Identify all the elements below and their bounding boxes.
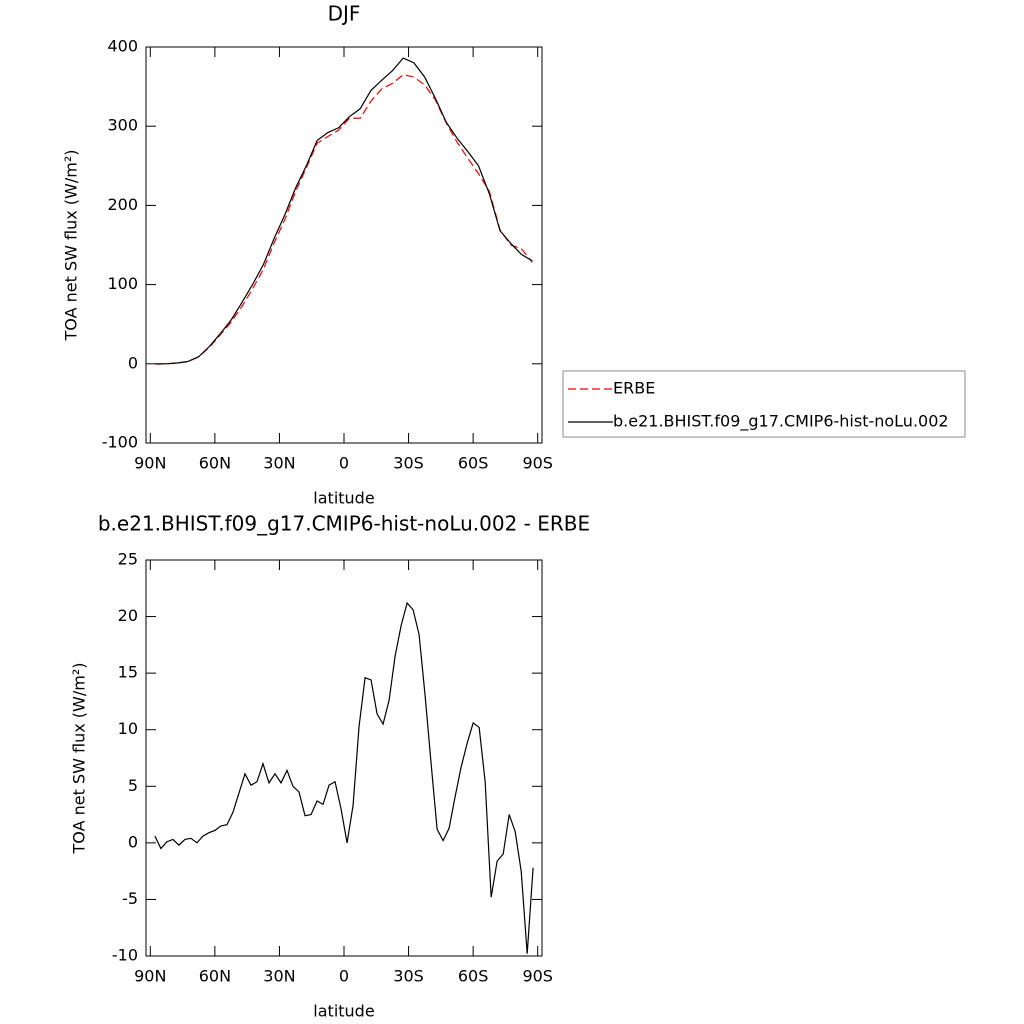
plot-frame xyxy=(145,559,543,957)
y-axis-label: TOA net SW flux (W/m²) xyxy=(70,663,89,855)
y-tick-label: 100 xyxy=(107,274,138,293)
y-tick-label: 0 xyxy=(128,353,138,372)
x-axis-label: latitude xyxy=(313,489,374,508)
y-tick-label: 400 xyxy=(107,37,138,56)
legend-label: b.e21.BHIST.f09_g17.CMIP6-hist-noLu.002 xyxy=(613,412,949,432)
chart-title: DJF xyxy=(328,2,361,26)
x-tick-label: 0 xyxy=(339,967,349,986)
x-tick-label: 30N xyxy=(263,967,295,986)
plot-frame xyxy=(145,46,543,444)
y-tick-label: 300 xyxy=(107,116,138,135)
x-axis-label: latitude xyxy=(313,1002,374,1021)
x-tick-label: 60N xyxy=(199,967,231,986)
chart-title: b.e21.BHIST.f09_g17.CMIP6-hist-noLu.002 … xyxy=(98,512,590,536)
y-tick-label: 25 xyxy=(118,550,138,569)
legend-label: ERBE xyxy=(613,379,655,398)
x-tick-label: 0 xyxy=(339,454,349,473)
y-axis-label: TOA net SW flux (W/m²) xyxy=(62,150,81,342)
y-tick-label: 200 xyxy=(107,195,138,214)
x-tick-label: 30S xyxy=(393,967,424,986)
data-line xyxy=(155,57,533,365)
y-tick-label: -5 xyxy=(122,889,138,908)
y-tick-label: 5 xyxy=(128,776,138,795)
y-tick-label: 20 xyxy=(118,606,138,625)
x-tick-label: 90N xyxy=(134,454,166,473)
y-tick-label: 0 xyxy=(128,832,138,851)
x-tick-label: 90S xyxy=(522,454,553,473)
x-tick-label: 60S xyxy=(458,967,489,986)
x-tick-label: 90N xyxy=(134,967,166,986)
x-tick-label: 30S xyxy=(393,454,424,473)
y-tick-label: 15 xyxy=(118,663,138,682)
data-line xyxy=(154,601,534,954)
x-tick-label: 30N xyxy=(263,454,295,473)
y-tick-label: -10 xyxy=(112,946,138,965)
y-tick-label: 10 xyxy=(118,719,138,738)
x-tick-label: 60S xyxy=(458,454,489,473)
y-tick-label: -100 xyxy=(102,433,138,452)
data-line xyxy=(155,74,533,365)
x-tick-label: 90S xyxy=(522,967,553,986)
legend-frame xyxy=(562,370,966,438)
x-tick-label: 60N xyxy=(199,454,231,473)
